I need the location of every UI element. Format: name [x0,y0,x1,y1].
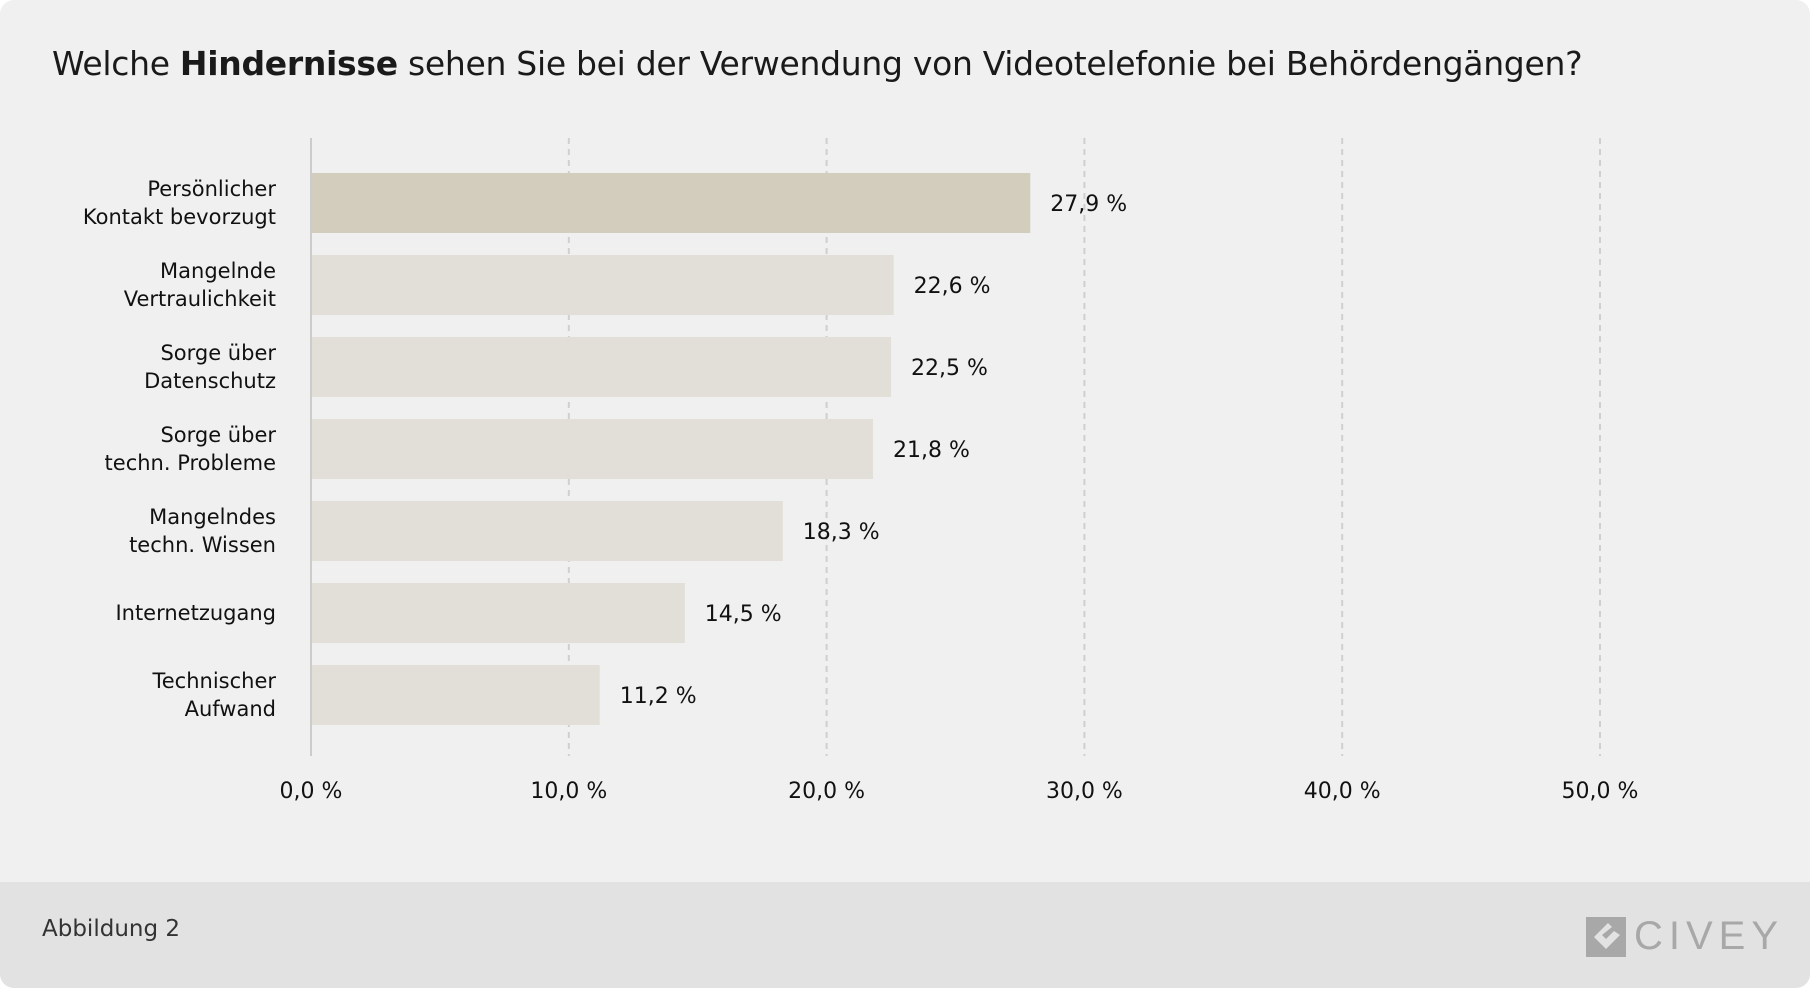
civey-logo: CIVEY [1585,914,1784,959]
data-label: 22,6 % [914,274,991,299]
category-label: Technischer Aufwand [151,669,276,721]
bar-chart: 0,0 % 10,0 % 20,0 % 30,0 % 40,0 % 50,0 % 27,9 … [83,138,1639,804]
footer: Abbildung 2 CIVEY [0,882,1810,988]
category-label: Mangelnde Vertraulichkeit [124,259,276,311]
x-tick-label: 0,0 % [280,779,343,804]
x-tick-label: 30,0 % [1046,779,1123,804]
category-label: Internetzugang [115,601,276,625]
bar [312,583,685,643]
x-tick-label: 40,0 % [1304,779,1381,804]
category-label: Persönlicher Kontakt bevorzugt [83,177,276,229]
bar [312,173,1031,233]
data-label: 27,9 % [1050,192,1127,217]
civey-logo-icon [1585,916,1626,957]
x-tick-label: 20,0 % [788,779,865,804]
bar [312,337,892,397]
x-tick-label: 10,0 % [530,779,607,804]
data-label: 21,8 % [893,438,970,463]
data-label: 14,5 % [705,602,782,627]
x-tick-label: 50,0 % [1562,779,1639,804]
category-label: Mangelndes techn. Wissen [129,505,276,557]
data-label: 11,2 % [620,684,697,709]
bar [312,665,600,725]
chart-title: Welche Hindernisse sehen Sie bei der Ver… [52,44,1583,83]
data-label: 22,5 % [911,356,988,381]
data-label: 18,3 % [803,520,880,545]
figure-label: Abbildung 2 [42,916,181,942]
category-label: Sorge über Datenschutz [144,341,276,393]
category-label: Sorge über techn. Probleme [105,423,277,475]
bar [312,255,894,315]
bar [312,419,874,479]
bar [312,501,783,561]
